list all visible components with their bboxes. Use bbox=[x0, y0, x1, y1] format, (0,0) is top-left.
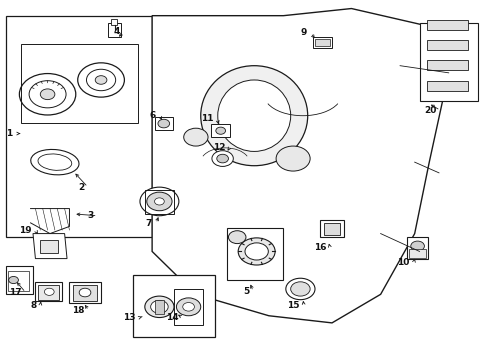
Circle shape bbox=[154, 198, 164, 205]
Bar bbox=[408, 249, 426, 258]
Bar bbox=[69, 282, 101, 303]
Circle shape bbox=[285, 278, 314, 300]
Bar bbox=[426, 60, 467, 71]
Text: 6: 6 bbox=[149, 111, 156, 120]
Text: 13: 13 bbox=[123, 313, 135, 322]
Bar bbox=[108, 23, 120, 37]
Bar bbox=[21, 44, 137, 123]
Circle shape bbox=[79, 288, 91, 297]
Text: 20: 20 bbox=[423, 106, 436, 115]
Text: 1: 1 bbox=[6, 129, 13, 138]
Text: 12: 12 bbox=[213, 143, 225, 152]
Circle shape bbox=[9, 276, 19, 284]
Text: 4: 4 bbox=[113, 27, 119, 36]
Circle shape bbox=[29, 81, 66, 108]
Bar bbox=[312, 37, 331, 48]
Text: 9: 9 bbox=[300, 28, 306, 37]
Polygon shape bbox=[152, 9, 448, 323]
Circle shape bbox=[410, 241, 424, 251]
Bar bbox=[154, 117, 173, 130]
Circle shape bbox=[20, 73, 76, 115]
Circle shape bbox=[290, 282, 309, 296]
Circle shape bbox=[40, 89, 55, 100]
Circle shape bbox=[44, 288, 54, 296]
Text: 3: 3 bbox=[87, 211, 94, 220]
Circle shape bbox=[176, 298, 201, 316]
Circle shape bbox=[140, 187, 179, 216]
Text: 8: 8 bbox=[30, 301, 36, 310]
Circle shape bbox=[158, 119, 169, 128]
Bar bbox=[227, 228, 283, 280]
Text: 18: 18 bbox=[72, 306, 85, 315]
Bar bbox=[6, 16, 152, 237]
Circle shape bbox=[216, 154, 228, 163]
Bar bbox=[144, 190, 174, 213]
Circle shape bbox=[215, 127, 225, 134]
Text: 16: 16 bbox=[313, 243, 325, 252]
Ellipse shape bbox=[31, 149, 79, 175]
Bar bbox=[111, 19, 117, 24]
Text: 5: 5 bbox=[243, 287, 249, 296]
Bar bbox=[426, 40, 467, 50]
Bar bbox=[132, 275, 215, 337]
Bar bbox=[174, 289, 203, 325]
Text: 14: 14 bbox=[166, 313, 179, 322]
Circle shape bbox=[211, 151, 233, 166]
Bar bbox=[40, 240, 58, 253]
Text: 2: 2 bbox=[78, 183, 84, 192]
Circle shape bbox=[244, 243, 268, 260]
Bar bbox=[323, 223, 340, 235]
Bar bbox=[38, 285, 59, 300]
Circle shape bbox=[86, 69, 116, 91]
Ellipse shape bbox=[217, 80, 290, 152]
Bar bbox=[35, 282, 62, 301]
Circle shape bbox=[150, 300, 168, 313]
Text: 11: 11 bbox=[201, 114, 213, 123]
Bar bbox=[419, 23, 477, 102]
Text: 15: 15 bbox=[287, 301, 299, 310]
Circle shape bbox=[238, 238, 275, 265]
Bar bbox=[314, 39, 329, 46]
Circle shape bbox=[228, 231, 245, 244]
Bar bbox=[155, 300, 163, 314]
Circle shape bbox=[78, 63, 124, 97]
Circle shape bbox=[146, 192, 172, 211]
Circle shape bbox=[183, 128, 207, 146]
Bar bbox=[426, 20, 467, 30]
Bar bbox=[319, 220, 344, 237]
Text: 7: 7 bbox=[145, 219, 152, 228]
Text: 17: 17 bbox=[9, 288, 22, 297]
Ellipse shape bbox=[201, 66, 307, 166]
Bar bbox=[8, 271, 29, 291]
Text: 19: 19 bbox=[19, 225, 31, 234]
Circle shape bbox=[144, 296, 174, 318]
Circle shape bbox=[95, 76, 107, 84]
Bar bbox=[426, 81, 467, 91]
Bar bbox=[6, 266, 33, 294]
Polygon shape bbox=[30, 208, 69, 234]
Bar bbox=[73, 285, 97, 301]
Polygon shape bbox=[33, 234, 67, 258]
Text: 10: 10 bbox=[397, 258, 409, 267]
Circle shape bbox=[183, 302, 194, 311]
Circle shape bbox=[276, 146, 309, 171]
Bar bbox=[211, 124, 229, 137]
Bar bbox=[407, 237, 427, 258]
